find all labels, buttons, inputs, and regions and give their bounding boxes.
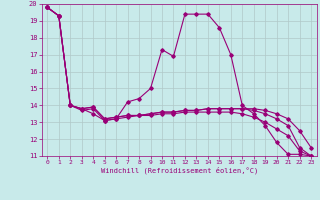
X-axis label: Windchill (Refroidissement éolien,°C): Windchill (Refroidissement éolien,°C): [100, 167, 258, 174]
